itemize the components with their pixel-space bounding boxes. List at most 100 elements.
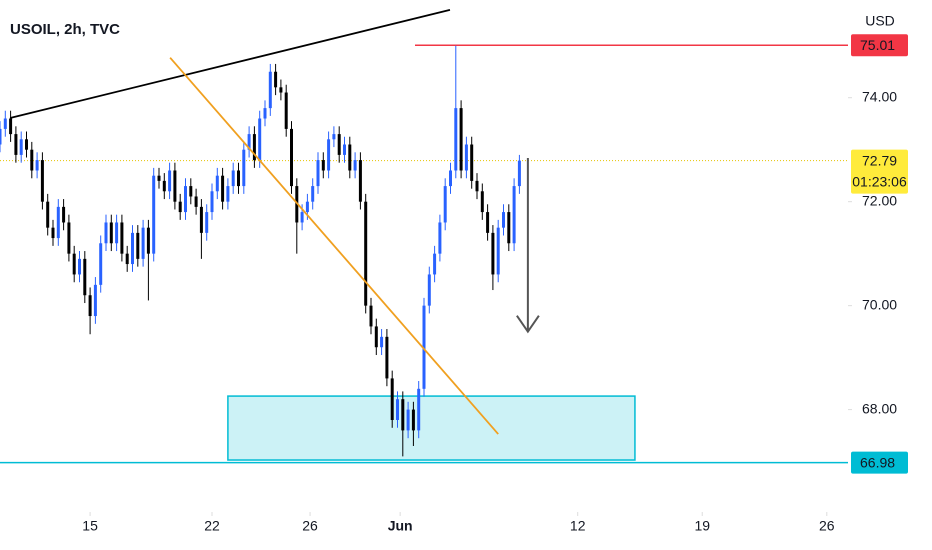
candle-body <box>353 160 357 171</box>
candle-body <box>512 186 516 244</box>
candle-body <box>263 108 267 119</box>
candle-body <box>396 399 399 420</box>
candle-body <box>231 170 235 187</box>
candle-body <box>67 222 71 254</box>
candle-body <box>35 160 39 171</box>
candle-body <box>502 212 505 228</box>
candle-body <box>30 149 34 171</box>
candle-body <box>390 378 394 420</box>
candle-body <box>284 92 288 129</box>
price-label-box <box>851 34 908 57</box>
candle-body <box>215 175 219 192</box>
candle-body <box>327 139 331 171</box>
x-tick-label: 15 <box>82 518 98 534</box>
candle-body <box>422 305 426 389</box>
candle-body <box>115 222 119 244</box>
x-tick-label: 22 <box>204 518 220 534</box>
candle-body <box>199 206 203 233</box>
candle-body <box>321 160 325 171</box>
current-price-box <box>851 149 908 194</box>
x-tick-label: Jun <box>388 518 413 534</box>
candle-body <box>258 118 262 161</box>
candle-body <box>433 253 437 275</box>
y-tick-label: 70.00 <box>862 296 897 312</box>
candle-body <box>464 144 468 171</box>
price-label: 75.01 <box>860 37 895 53</box>
candle-body <box>343 144 346 155</box>
x-tick-label: 26 <box>302 518 318 534</box>
candle-body <box>146 227 150 254</box>
candle-body <box>210 191 214 213</box>
candle-body <box>332 134 336 140</box>
x-tick-label: 26 <box>819 518 835 534</box>
candle-body <box>173 170 177 202</box>
y-tick-label: 72.00 <box>862 192 897 208</box>
candle-body <box>194 196 198 207</box>
y-tick-label: 68.00 <box>862 400 897 416</box>
candle-body <box>226 186 230 202</box>
candle-body <box>252 134 256 161</box>
candle-body <box>14 134 18 155</box>
candle-body <box>9 118 13 135</box>
candle-body <box>401 399 405 431</box>
candle-body <box>78 258 81 275</box>
candle-body <box>93 284 97 317</box>
candle-body <box>337 134 341 155</box>
candle-body <box>152 175 156 254</box>
candle-body <box>348 144 352 171</box>
candle-body <box>443 186 447 223</box>
candle-body <box>496 227 500 275</box>
candle-body <box>88 295 92 317</box>
candle-body <box>237 170 240 187</box>
candle-body <box>305 201 309 213</box>
candle-body <box>0 128 2 145</box>
axis-unit: USD <box>865 13 895 29</box>
candle-body <box>369 305 373 327</box>
candle-body <box>205 212 209 233</box>
trendline <box>9 9 451 119</box>
candle-body <box>274 71 278 88</box>
chart-title: USOIL, 2h, TVC <box>10 21 120 38</box>
candle-body <box>189 186 193 197</box>
candle-body <box>157 175 161 181</box>
candle-body <box>417 388 421 431</box>
candle-body <box>25 139 28 150</box>
candle-body <box>358 160 362 202</box>
candle-body <box>99 243 103 285</box>
x-tick-label: 12 <box>570 518 586 534</box>
candle-body <box>427 274 431 306</box>
candle-body <box>242 149 246 187</box>
candle-body <box>517 160 521 187</box>
price-label: 66.98 <box>860 454 895 470</box>
candle-body <box>268 71 272 109</box>
candle-body <box>438 222 442 254</box>
candle-body <box>83 258 87 296</box>
candle-body <box>454 108 458 171</box>
candle-body <box>72 253 76 275</box>
candle-body <box>62 206 66 223</box>
candle-body <box>507 212 511 244</box>
candle-body <box>136 232 140 259</box>
candle-body <box>56 206 60 239</box>
candle-body <box>290 128 293 187</box>
candle-body <box>385 336 389 379</box>
trendline <box>169 57 499 435</box>
candle-body <box>411 409 415 431</box>
demand-zone <box>227 395 636 461</box>
candle-body <box>300 212 304 223</box>
candle-body <box>51 227 55 239</box>
candle-body <box>491 232 495 275</box>
candle-body <box>19 139 23 155</box>
candle-body <box>184 186 187 213</box>
price-label-box <box>851 451 908 474</box>
candle-body <box>120 222 124 254</box>
candle-body <box>40 160 44 202</box>
candle-body <box>475 180 479 192</box>
candle-body <box>470 144 474 181</box>
candle-body <box>459 108 463 171</box>
countdown-label: 01:23:06 <box>852 173 907 189</box>
x-tick-label: 19 <box>694 518 710 534</box>
candle-body <box>221 175 225 202</box>
candle-body <box>109 222 113 244</box>
